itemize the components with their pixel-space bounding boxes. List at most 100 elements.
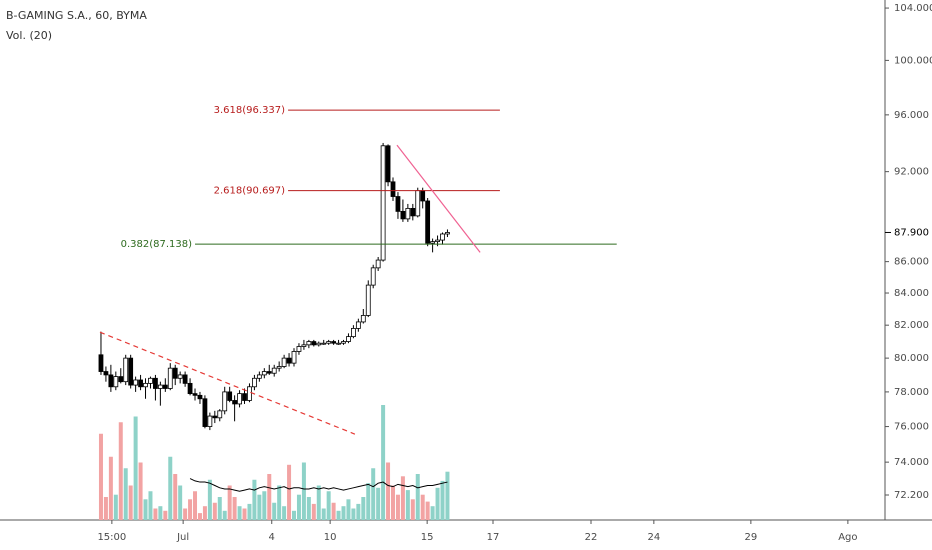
volume-bar	[222, 510, 227, 520]
volume-bar	[400, 476, 405, 520]
volume-bar	[440, 480, 445, 520]
candle-body	[380, 145, 386, 261]
fib-label: 2.618(90.697)	[214, 186, 286, 197]
y-tick-label: 104.000	[894, 3, 932, 14]
candle-body	[108, 374, 114, 388]
candle-body	[128, 357, 134, 386]
candle-body	[420, 190, 426, 202]
candle-body	[103, 371, 109, 376]
volume-bar	[163, 510, 168, 520]
volume-bar	[336, 510, 341, 520]
volume-bar	[113, 494, 118, 520]
candle-body	[242, 393, 247, 401]
volume-bar	[341, 506, 346, 520]
volume-bar	[173, 474, 178, 520]
candle-body	[435, 239, 440, 243]
candle-body	[415, 190, 421, 217]
candle-body	[113, 376, 119, 388]
trendline	[396, 144, 481, 253]
volume-bar	[188, 499, 193, 520]
volume-bar	[232, 497, 237, 520]
volume-bar	[252, 479, 257, 520]
candle-body	[202, 398, 208, 427]
volume-bar	[376, 487, 381, 520]
candle-body	[192, 393, 198, 396]
volume-bar	[420, 494, 425, 520]
fib-label: 0.382(87.138)	[121, 239, 193, 250]
candle-body	[157, 384, 163, 389]
volume-bar	[108, 456, 113, 520]
volume-bar	[138, 462, 143, 520]
candle-body	[172, 367, 178, 379]
volume-bar	[272, 502, 277, 520]
indicator-title: Vol. (20)	[6, 29, 52, 42]
x-tick-label: 10	[324, 532, 337, 543]
volume-bar	[128, 485, 133, 520]
candle-body	[400, 210, 406, 220]
y-tick-label: 86.000	[894, 257, 929, 268]
candle-body	[252, 377, 257, 388]
volume-bar	[361, 497, 366, 520]
candle-body	[385, 145, 391, 183]
candle-body	[271, 367, 277, 374]
volume-bar	[247, 503, 252, 520]
volume-bar	[212, 502, 217, 520]
candle-body	[261, 371, 267, 376]
candle-body	[143, 382, 148, 388]
candle-body	[360, 315, 366, 323]
volume-bar	[386, 462, 391, 520]
candle-body	[187, 382, 193, 395]
chart-title: B-GAMING S.A., 60, BYMA	[6, 9, 147, 22]
candle-body	[331, 341, 337, 344]
candle-body	[247, 386, 252, 401]
candle-body	[281, 357, 287, 367]
y-tick-label: 72.200	[894, 490, 929, 501]
candle-body	[306, 341, 312, 346]
volume-ma-line	[189, 478, 448, 492]
volume-bar	[193, 491, 198, 520]
x-tick-label: 15:00	[97, 532, 126, 543]
candle-body	[410, 208, 416, 217]
last-price-label: 87.900	[894, 227, 929, 238]
trendline	[99, 331, 356, 435]
candle-body	[237, 393, 242, 405]
volume-bar	[351, 508, 356, 520]
candle-body	[98, 354, 104, 372]
volume-bar	[183, 508, 188, 520]
volume-bar	[257, 494, 262, 520]
volume-bar	[292, 510, 297, 520]
volume-bar	[207, 479, 212, 520]
y-tick-label: 74.000	[894, 457, 929, 468]
volume-bar	[410, 499, 415, 520]
x-tick-label: 22	[585, 532, 598, 543]
volume-bar	[425, 501, 430, 520]
candle-body	[336, 342, 341, 345]
volume-bar	[326, 491, 331, 520]
volume-bar	[103, 497, 108, 520]
volume-bar	[123, 468, 128, 520]
volume-bar	[267, 474, 272, 520]
volume-bar	[133, 416, 138, 520]
candle-body	[286, 357, 292, 364]
volume-bar	[405, 490, 410, 520]
volume-bar	[366, 483, 371, 520]
volume-bar	[262, 491, 267, 520]
y-tick-label: 78.000	[894, 387, 929, 398]
y-tick-label: 84.000	[894, 288, 929, 299]
volume-bar	[153, 508, 158, 520]
candle-body	[197, 394, 203, 400]
volume-bar	[197, 513, 202, 520]
volume-bar	[371, 468, 376, 520]
candle-body	[370, 267, 376, 286]
volume-bar	[306, 497, 311, 520]
x-tick-label: 29	[744, 532, 757, 543]
volume-bar	[430, 506, 435, 520]
y-tick-label: 76.000	[894, 422, 929, 433]
volume-bar	[282, 506, 287, 520]
candle-body	[133, 379, 139, 386]
volume-bar	[311, 503, 316, 520]
volume-bar	[143, 499, 148, 520]
volume-bar	[287, 464, 292, 520]
volume-bar	[242, 508, 247, 520]
candle-body	[118, 376, 124, 383]
